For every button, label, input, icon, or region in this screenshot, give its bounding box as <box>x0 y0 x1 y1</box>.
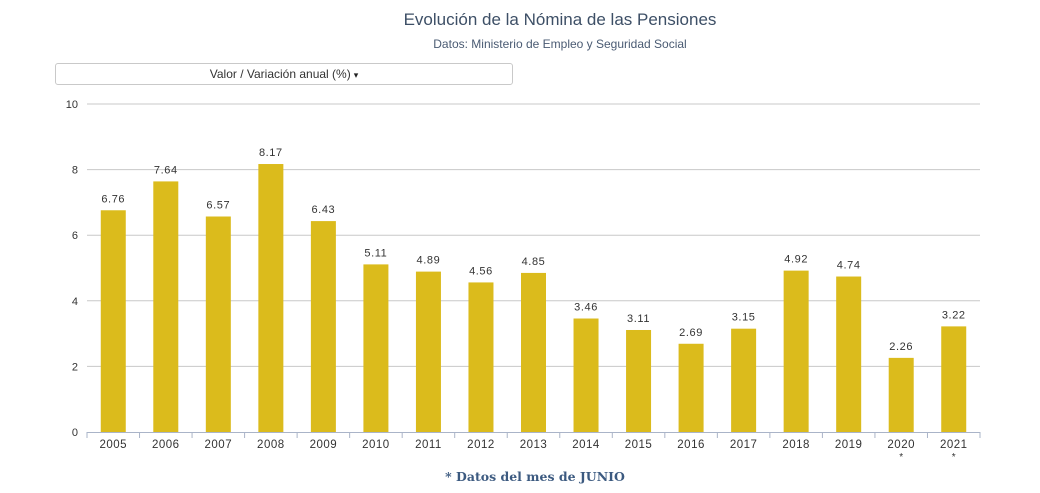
data-label: 6.43 <box>311 204 335 216</box>
chart-subtitle: Datos: Ministerio de Empleo y Seguridad … <box>433 37 687 51</box>
x-tick-label: 2007 <box>205 439 233 451</box>
x-tick-label: 2017 <box>730 439 758 451</box>
data-label: 4.85 <box>522 256 546 268</box>
y-tick-label: 2 <box>72 361 78 373</box>
bar-chart: 0 2 4 6 8 10 6.76 7.64 6.57 8.17 6.43 5.11 4.89 4.56… <box>66 99 981 463</box>
y-tick-label: 8 <box>72 165 78 177</box>
x-tick-label: 2014 <box>572 439 600 451</box>
bar-2006[interactable] <box>153 181 179 432</box>
data-label: 3.46 <box>574 302 598 314</box>
x-tick-label: 2021 <box>940 439 968 451</box>
x-tick-label: 2011 <box>415 439 442 451</box>
data-label: 4.56 <box>469 265 493 277</box>
x-tick-label: 2016 <box>677 439 705 451</box>
bar-2010[interactable] <box>363 264 389 432</box>
data-label: 8.17 <box>259 147 283 159</box>
bar-2015[interactable] <box>626 329 652 432</box>
x-tick-label: 2013 <box>520 439 548 451</box>
x-axis: 2005 2006 2007 2008 2009 2010 2011 2012 2013 2014… <box>86 432 981 463</box>
x-tick-label: 2006 <box>152 439 180 451</box>
bar-2017[interactable] <box>731 328 757 432</box>
data-label: 6.76 <box>101 193 125 205</box>
bar-2018[interactable] <box>783 270 809 432</box>
bar-2016[interactable] <box>678 343 704 432</box>
bars <box>100 164 967 433</box>
y-tick-label: 10 <box>66 99 78 111</box>
measure-dropdown[interactable]: Valor / Variación anual (%) ▾ <box>55 63 513 85</box>
x-tick-label: 2010 <box>362 439 390 451</box>
bar-2021[interactable] <box>941 326 967 432</box>
x-tick-label: 2018 <box>782 439 810 451</box>
x-tick-label: 2020 <box>887 439 915 451</box>
bar-2005[interactable] <box>100 210 126 432</box>
y-tick-label: 6 <box>72 230 78 242</box>
y-tick-label: 0 <box>72 427 78 439</box>
footnote: * Datos del mes de JUNIO <box>445 469 625 484</box>
data-label: 7.64 <box>154 164 178 176</box>
data-label: 4.89 <box>417 255 441 267</box>
data-label: 6.57 <box>206 200 230 212</box>
data-label: 2.69 <box>679 327 703 339</box>
data-label: 3.15 <box>732 312 756 324</box>
bar-2007[interactable] <box>205 216 231 432</box>
data-labels: 6.76 7.64 6.57 8.17 6.43 5.11 4.89 4.56 4.85 3.46… <box>101 147 965 353</box>
measure-dropdown-label: Valor / Variación anual (%) <box>209 67 351 81</box>
x-tick-asterisk: * <box>899 452 903 463</box>
bar-2008[interactable] <box>258 164 284 433</box>
y-tick-label: 4 <box>72 296 78 308</box>
bar-2012[interactable] <box>468 282 494 432</box>
data-label: 5.11 <box>364 247 387 259</box>
data-label: 2.26 <box>889 341 913 353</box>
bar-2014[interactable] <box>573 318 599 432</box>
bar-2009[interactable] <box>310 221 336 432</box>
data-label: 4.92 <box>784 254 808 266</box>
x-tick-label: 2009 <box>310 439 338 451</box>
data-label: 3.22 <box>942 309 966 321</box>
x-tick-label: 2012 <box>467 439 495 451</box>
chart-title: Evolución de la Nómina de las Pensiones <box>403 10 717 29</box>
y-axis-ticks: 0 2 4 6 8 10 <box>66 99 78 439</box>
data-label: 4.74 <box>837 260 861 272</box>
x-tick-asterisk: * <box>952 452 956 463</box>
data-label: 3.11 <box>627 313 650 325</box>
x-tick-label: 2015 <box>625 439 653 451</box>
x-tick-label: 2008 <box>257 439 285 451</box>
chevron-down-icon: ▾ <box>353 70 359 80</box>
bar-2011[interactable] <box>415 271 441 432</box>
x-tick-label: 2005 <box>99 439 127 451</box>
bar-2019[interactable] <box>836 276 862 432</box>
bar-2013[interactable] <box>521 272 546 432</box>
x-tick-label: 2019 <box>835 439 863 451</box>
bar-2020[interactable] <box>888 357 914 432</box>
